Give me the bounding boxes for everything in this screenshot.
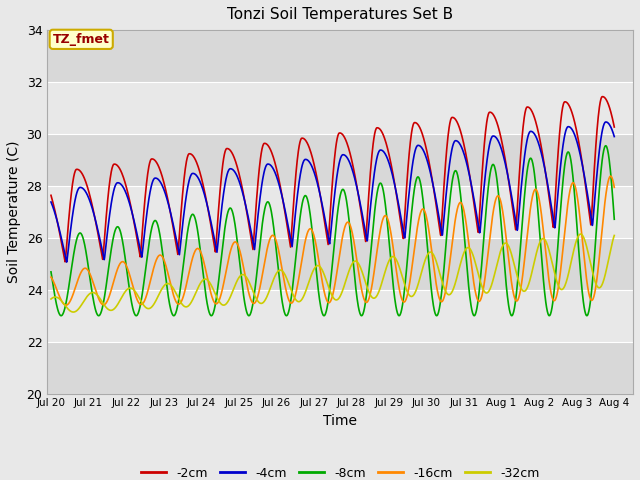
Bar (47, 238, 633, 290)
-16cm (62, 302, 70, 308)
-2cm (544, 185, 552, 191)
Text: TZ_fmet: TZ_fmet (52, 33, 109, 46)
-8cm (583, 313, 591, 319)
-32cm (494, 257, 502, 263)
-16cm (236, 247, 243, 253)
-32cm (159, 284, 167, 290)
Bar (47, 290, 633, 342)
Line: -16cm: -16cm (51, 176, 614, 305)
-16cm (159, 255, 167, 261)
Bar (47, 30, 633, 82)
-4cm (236, 180, 243, 186)
Bar (47, 82, 633, 134)
-16cm (47, 274, 55, 280)
X-axis label: Time: Time (323, 414, 357, 428)
-8cm (602, 143, 609, 149)
-2cm (236, 173, 243, 179)
-8cm (159, 250, 166, 256)
-16cm (544, 268, 552, 274)
Line: -8cm: -8cm (51, 146, 614, 316)
-4cm (420, 150, 428, 156)
-8cm (47, 269, 55, 275)
-4cm (602, 119, 610, 125)
-8cm (543, 309, 551, 314)
Y-axis label: Soil Temperature (C): Soil Temperature (C) (7, 141, 21, 283)
Title: Tonzi Soil Temperatures Set B: Tonzi Soil Temperatures Set B (227, 7, 453, 22)
-8cm (236, 256, 243, 262)
-32cm (70, 309, 77, 315)
-4cm (494, 138, 502, 144)
-8cm (494, 182, 502, 188)
-32cm (577, 231, 584, 237)
-2cm (494, 123, 502, 129)
-4cm (47, 199, 55, 205)
-32cm (611, 233, 618, 239)
Bar (47, 134, 633, 186)
-2cm (173, 245, 180, 251)
-8cm (611, 216, 618, 222)
-2cm (611, 124, 618, 130)
Bar (47, 186, 633, 238)
-4cm (611, 134, 618, 140)
-2cm (420, 138, 428, 144)
-16cm (173, 300, 180, 306)
-32cm (420, 259, 428, 265)
Legend: -2cm, -4cm, -8cm, -16cm, -32cm: -2cm, -4cm, -8cm, -16cm, -32cm (136, 462, 545, 480)
-4cm (544, 182, 552, 188)
Line: -2cm: -2cm (51, 96, 614, 262)
-8cm (420, 207, 428, 213)
-2cm (598, 94, 606, 99)
-16cm (420, 208, 428, 214)
-16cm (611, 184, 618, 190)
-2cm (47, 192, 55, 198)
-4cm (63, 259, 70, 265)
-4cm (159, 184, 167, 190)
-32cm (236, 274, 243, 279)
-2cm (159, 176, 167, 182)
-32cm (47, 296, 55, 302)
-32cm (544, 243, 552, 249)
-8cm (172, 309, 180, 314)
Line: -32cm: -32cm (51, 234, 614, 312)
-2cm (61, 259, 69, 264)
-16cm (494, 193, 502, 199)
Line: -4cm: -4cm (51, 122, 614, 262)
-4cm (173, 238, 180, 244)
-16cm (607, 173, 614, 179)
-32cm (173, 292, 180, 298)
Bar (47, 342, 633, 394)
